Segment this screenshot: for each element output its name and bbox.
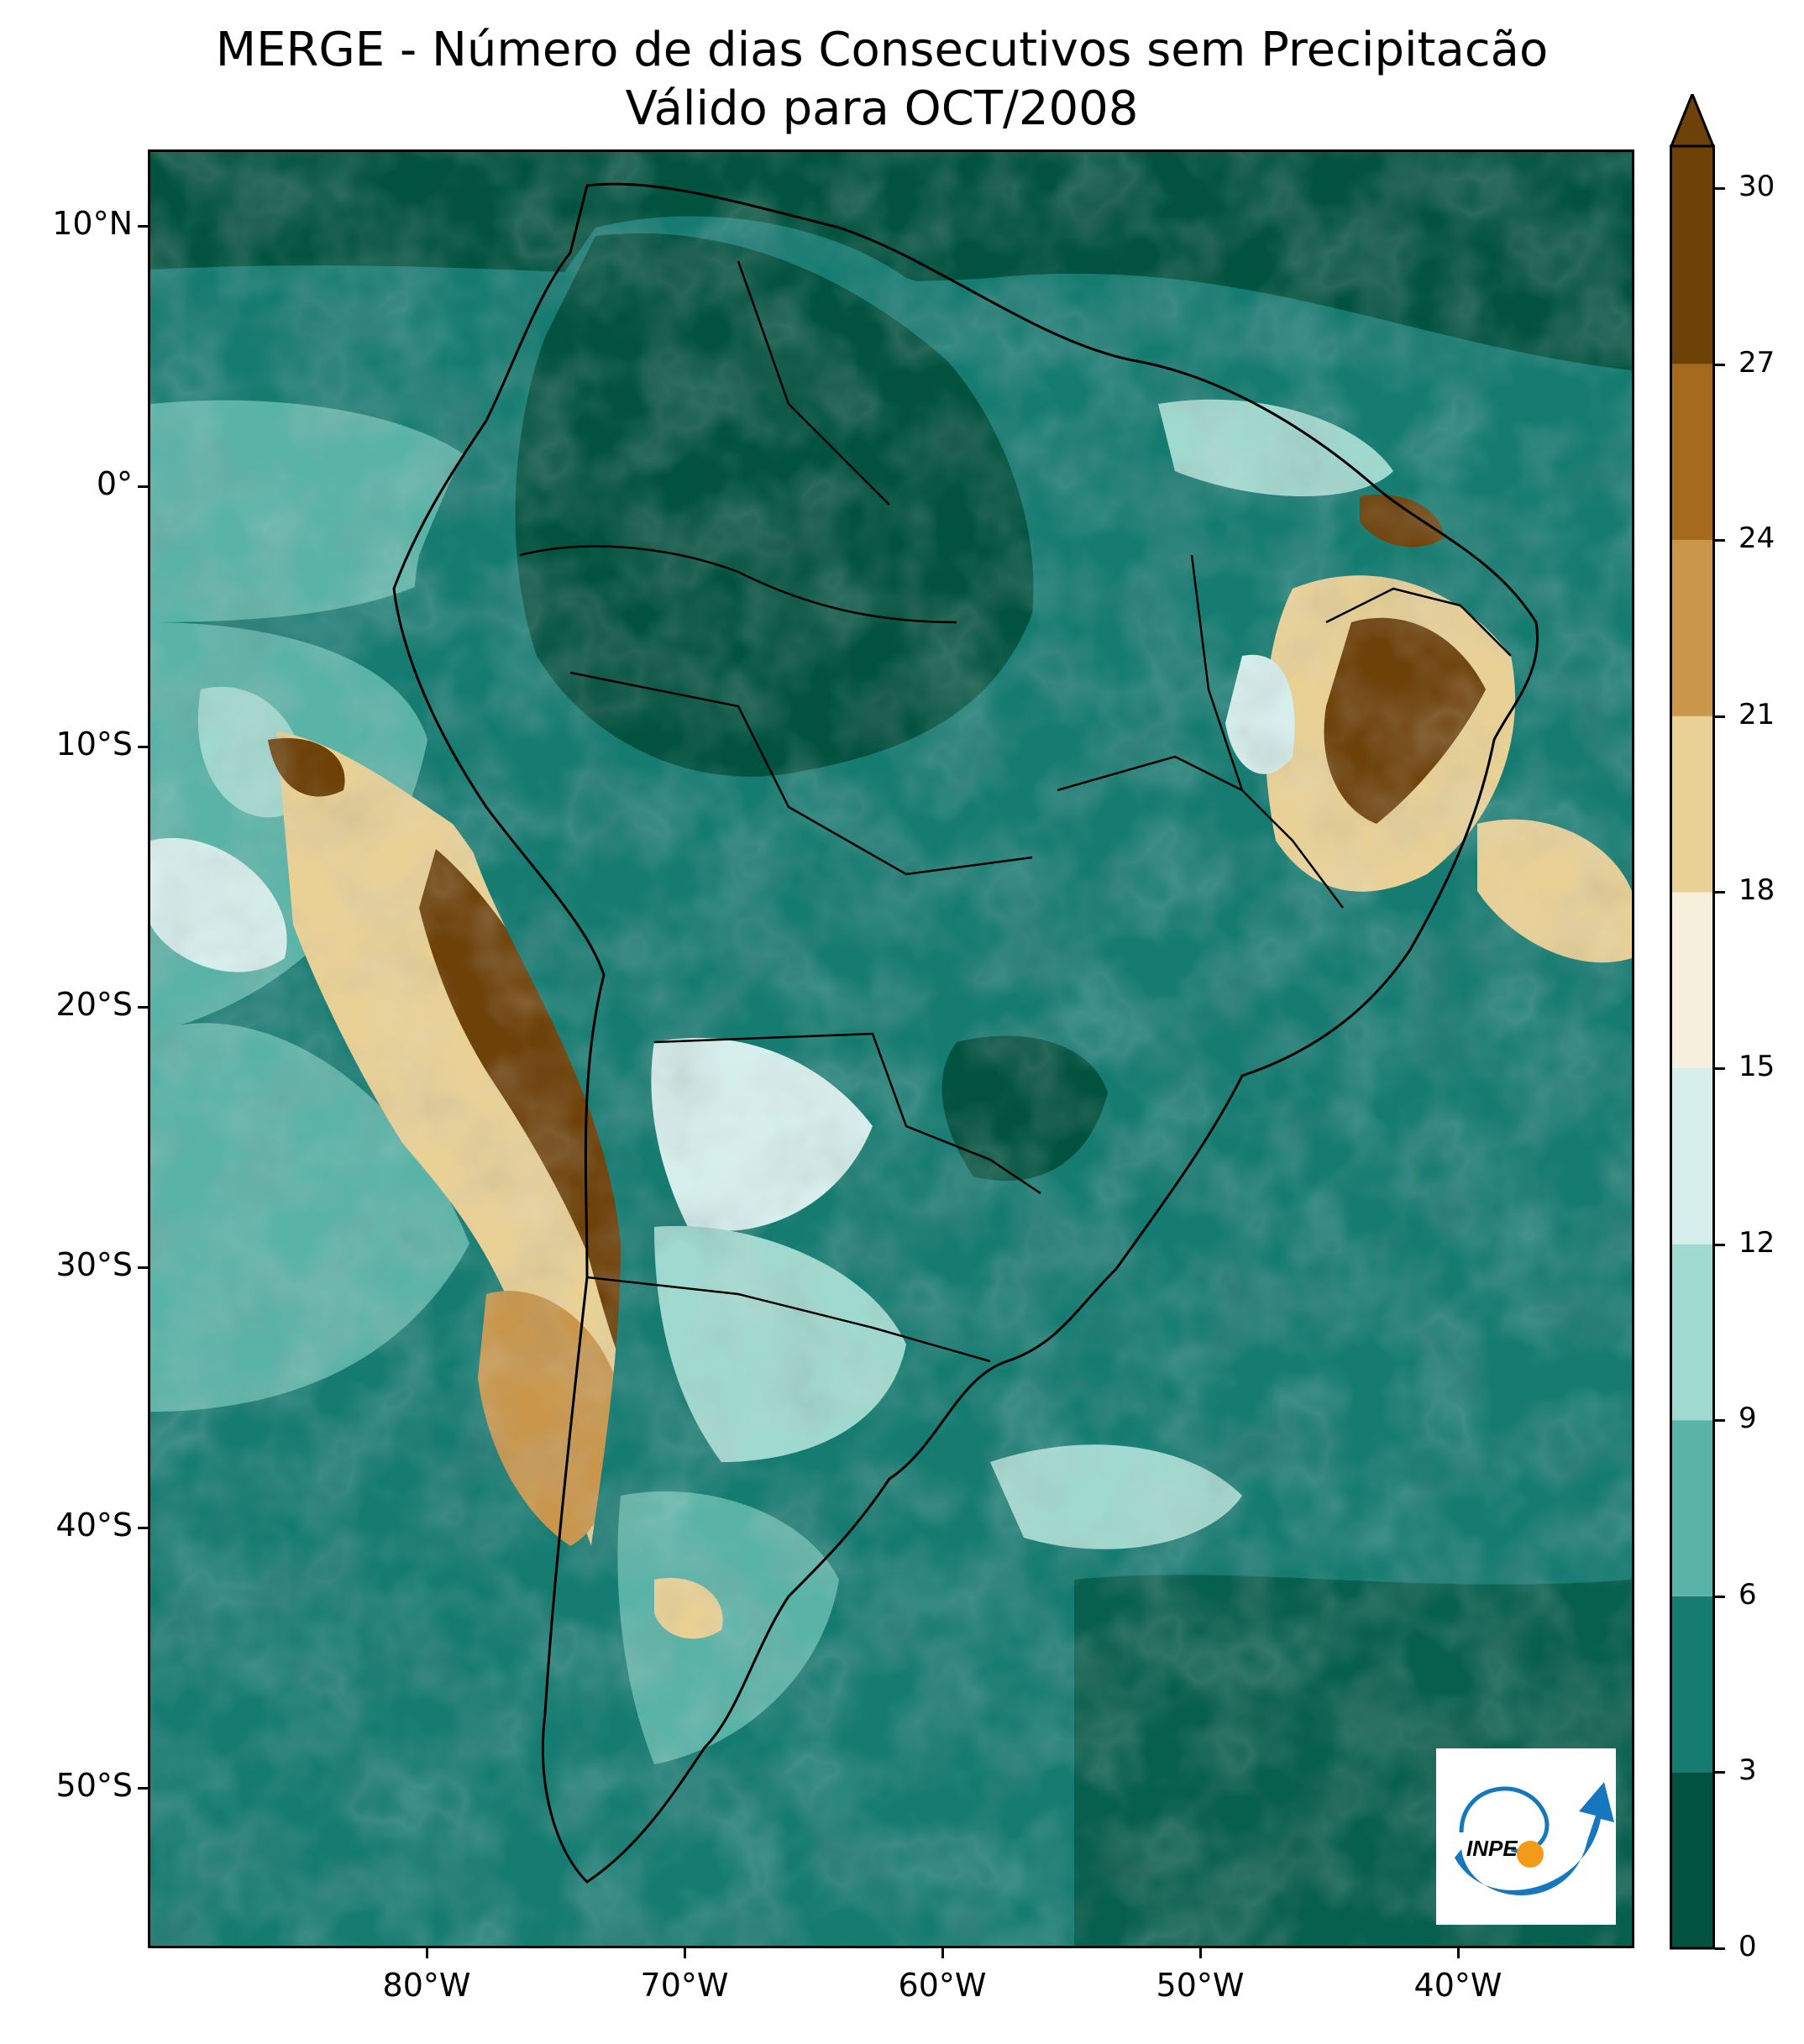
colorbar-tick — [1715, 363, 1725, 366]
colorbar-extend-arrow — [1670, 94, 1715, 148]
map-canvas — [150, 152, 1632, 1946]
lon-label: 80°W — [382, 1967, 471, 2004]
colorbar-tick — [1715, 1243, 1725, 1246]
colorbar-segment — [1670, 1068, 1714, 1245]
lat-label: 0° — [96, 465, 133, 502]
colorbar-tick-label: 6 — [1738, 1577, 1757, 1612]
colorbar-tick-label: 21 — [1738, 697, 1775, 731]
lon-tick — [1457, 1948, 1460, 1958]
colorbar-segment — [1670, 364, 1714, 541]
precipitation-map — [148, 149, 1634, 1948]
colorbar-tick-label: 0 — [1738, 1930, 1757, 1963]
logo-sun-icon — [1517, 1841, 1544, 1868]
colorbar-tick — [1715, 1419, 1725, 1423]
border-line-8 — [1325, 587, 1512, 657]
logo-arrow-icon — [1455, 1782, 1614, 1895]
lon-tick — [684, 1948, 686, 1958]
colorbar-segment — [1670, 892, 1714, 1068]
colorbar — [1670, 94, 1715, 1950]
colorbar-segment — [1670, 1596, 1714, 1773]
lat-label: 20°S — [55, 986, 133, 1023]
lat-tick — [138, 225, 148, 228]
colorbar-tick-label: 27 — [1738, 345, 1775, 380]
colorbar-segment — [1670, 188, 1714, 364]
colorbar-segment-extend — [1670, 146, 1714, 188]
colorbar-segment — [1670, 540, 1714, 716]
lat-label: 40°S — [55, 1507, 133, 1543]
lat-tick — [138, 1787, 148, 1790]
lon-label: 70°W — [640, 1967, 729, 2004]
colorbar-tick — [1715, 1771, 1725, 1774]
colorbar-outline — [1670, 144, 1715, 1950]
colorbar-tick-label: 15 — [1738, 1050, 1775, 1083]
colorbar-tick — [1715, 1067, 1725, 1070]
lat-label: 10°N — [52, 205, 133, 242]
logo-text: INPE — [1466, 1836, 1518, 1861]
inpe-logo-mark: INPE — [1455, 1782, 1614, 1895]
colorbar-segment — [1670, 1420, 1714, 1596]
border-line-2 — [569, 671, 1033, 876]
lon-tick — [941, 1948, 944, 1958]
lat-tick — [138, 1527, 148, 1529]
colorbar-segment — [1670, 715, 1714, 893]
colorbar-tick — [1715, 715, 1725, 718]
border-line-4 — [586, 1276, 991, 1363]
colorbar-tick — [1715, 1595, 1725, 1598]
texture-overlay — [150, 152, 1632, 1946]
lat-tick — [138, 746, 148, 748]
lat-tick — [138, 1266, 148, 1269]
colorbar-tick — [1715, 1947, 1725, 1950]
colorbar-segment — [1670, 1244, 1714, 1421]
lat-label: 50°S — [55, 1767, 133, 1804]
lon-label: 50°W — [1156, 1967, 1245, 2004]
colorbar-tick-label: 30 — [1738, 170, 1775, 203]
continent-outline — [392, 182, 1539, 1884]
colorbar-segment — [1670, 1772, 1714, 1948]
colorbar-tick-label: 3 — [1738, 1753, 1757, 1788]
lat-tick — [138, 1006, 148, 1009]
border-line-7 — [737, 260, 890, 506]
colorbar-tick — [1715, 539, 1725, 542]
colorbar-tick — [1715, 187, 1725, 190]
colorbar-tick-label: 24 — [1738, 521, 1775, 556]
lat-label: 30°S — [55, 1246, 133, 1283]
lon-label: 60°W — [898, 1967, 987, 2004]
lon-label: 40°W — [1413, 1967, 1502, 2004]
inpe-logo: INPE — [1436, 1748, 1616, 1925]
border-line-6 — [1190, 554, 1244, 791]
colorbar-tick — [1715, 891, 1725, 894]
map-title: MERGE - Número de dias Consecutivos sem … — [215, 23, 1549, 77]
map-subtitle: Válido para OCT/2008 — [625, 81, 1139, 136]
colorbar-tick-label: 9 — [1738, 1402, 1757, 1436]
lon-tick — [426, 1948, 428, 1958]
border-line-1 — [653, 1032, 1041, 1195]
colorbar-tick-label: 12 — [1738, 1225, 1775, 1260]
lat-tick — [138, 485, 148, 488]
border-line-5 — [519, 545, 957, 624]
lon-tick — [1199, 1948, 1202, 1958]
lat-label: 10°S — [55, 726, 133, 763]
colorbar-tick-label: 18 — [1738, 873, 1775, 908]
